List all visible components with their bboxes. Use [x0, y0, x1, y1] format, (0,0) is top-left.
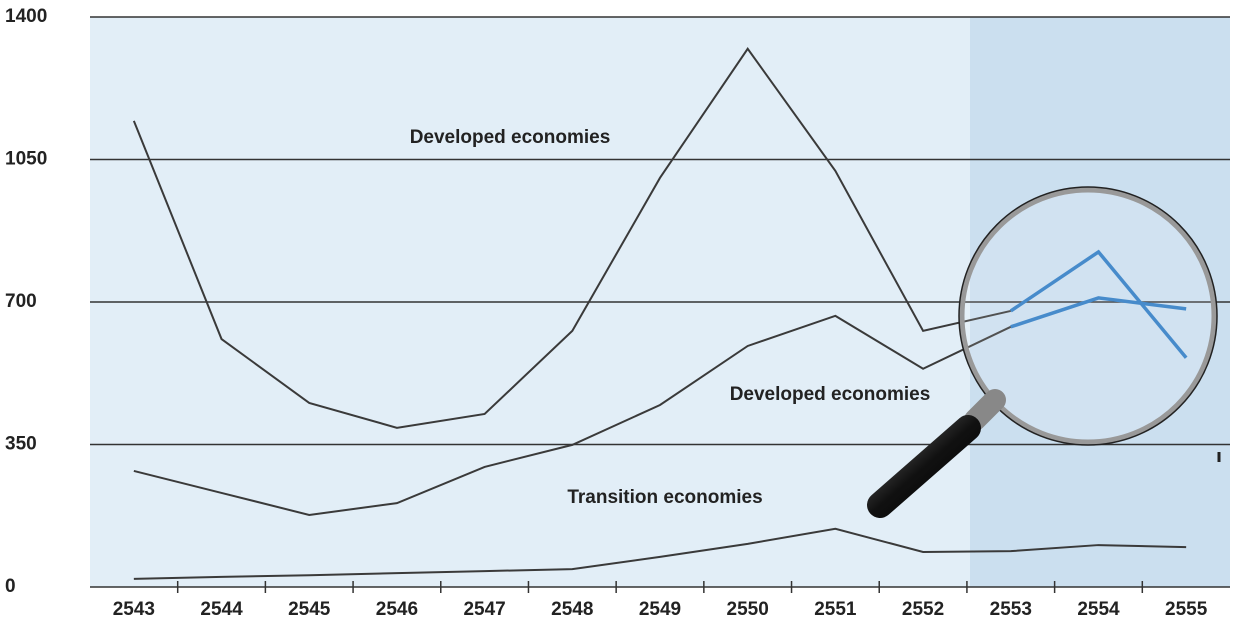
- x-tick-label: 2553: [990, 599, 1032, 620]
- x-tick-label: 2550: [727, 599, 769, 620]
- x-tick-label: 2543: [113, 599, 155, 620]
- x-tick-label: 2551: [814, 599, 857, 620]
- y-tick-label: 0: [5, 576, 16, 597]
- y-tick-label: 350: [5, 434, 37, 455]
- x-tick-label: 2552: [902, 599, 944, 620]
- x-tick-label: 2549: [639, 599, 681, 620]
- y-tick-label: 1400: [5, 6, 47, 27]
- x-tick-label: 2547: [463, 599, 505, 620]
- y-tick-label: 1050: [5, 149, 47, 170]
- series-label: Developed economies: [730, 384, 931, 405]
- x-tick-label: 2554: [1077, 599, 1120, 620]
- x-tick-label: 2548: [551, 599, 593, 620]
- x-tick-label: 2545: [288, 599, 331, 620]
- series-label: Developed economies: [410, 127, 611, 148]
- x-tick-label: 2546: [376, 599, 418, 620]
- x-tick-label: 2544: [200, 599, 243, 620]
- chart: 0 350 700 1050 1400 2543 2544 2545 2546 2547 2548 2…: [0, 0, 1233, 624]
- x-tick-label: 2555: [1165, 599, 1208, 620]
- series-label: Transition economies: [567, 487, 762, 508]
- y-tick-label: 700: [5, 291, 37, 312]
